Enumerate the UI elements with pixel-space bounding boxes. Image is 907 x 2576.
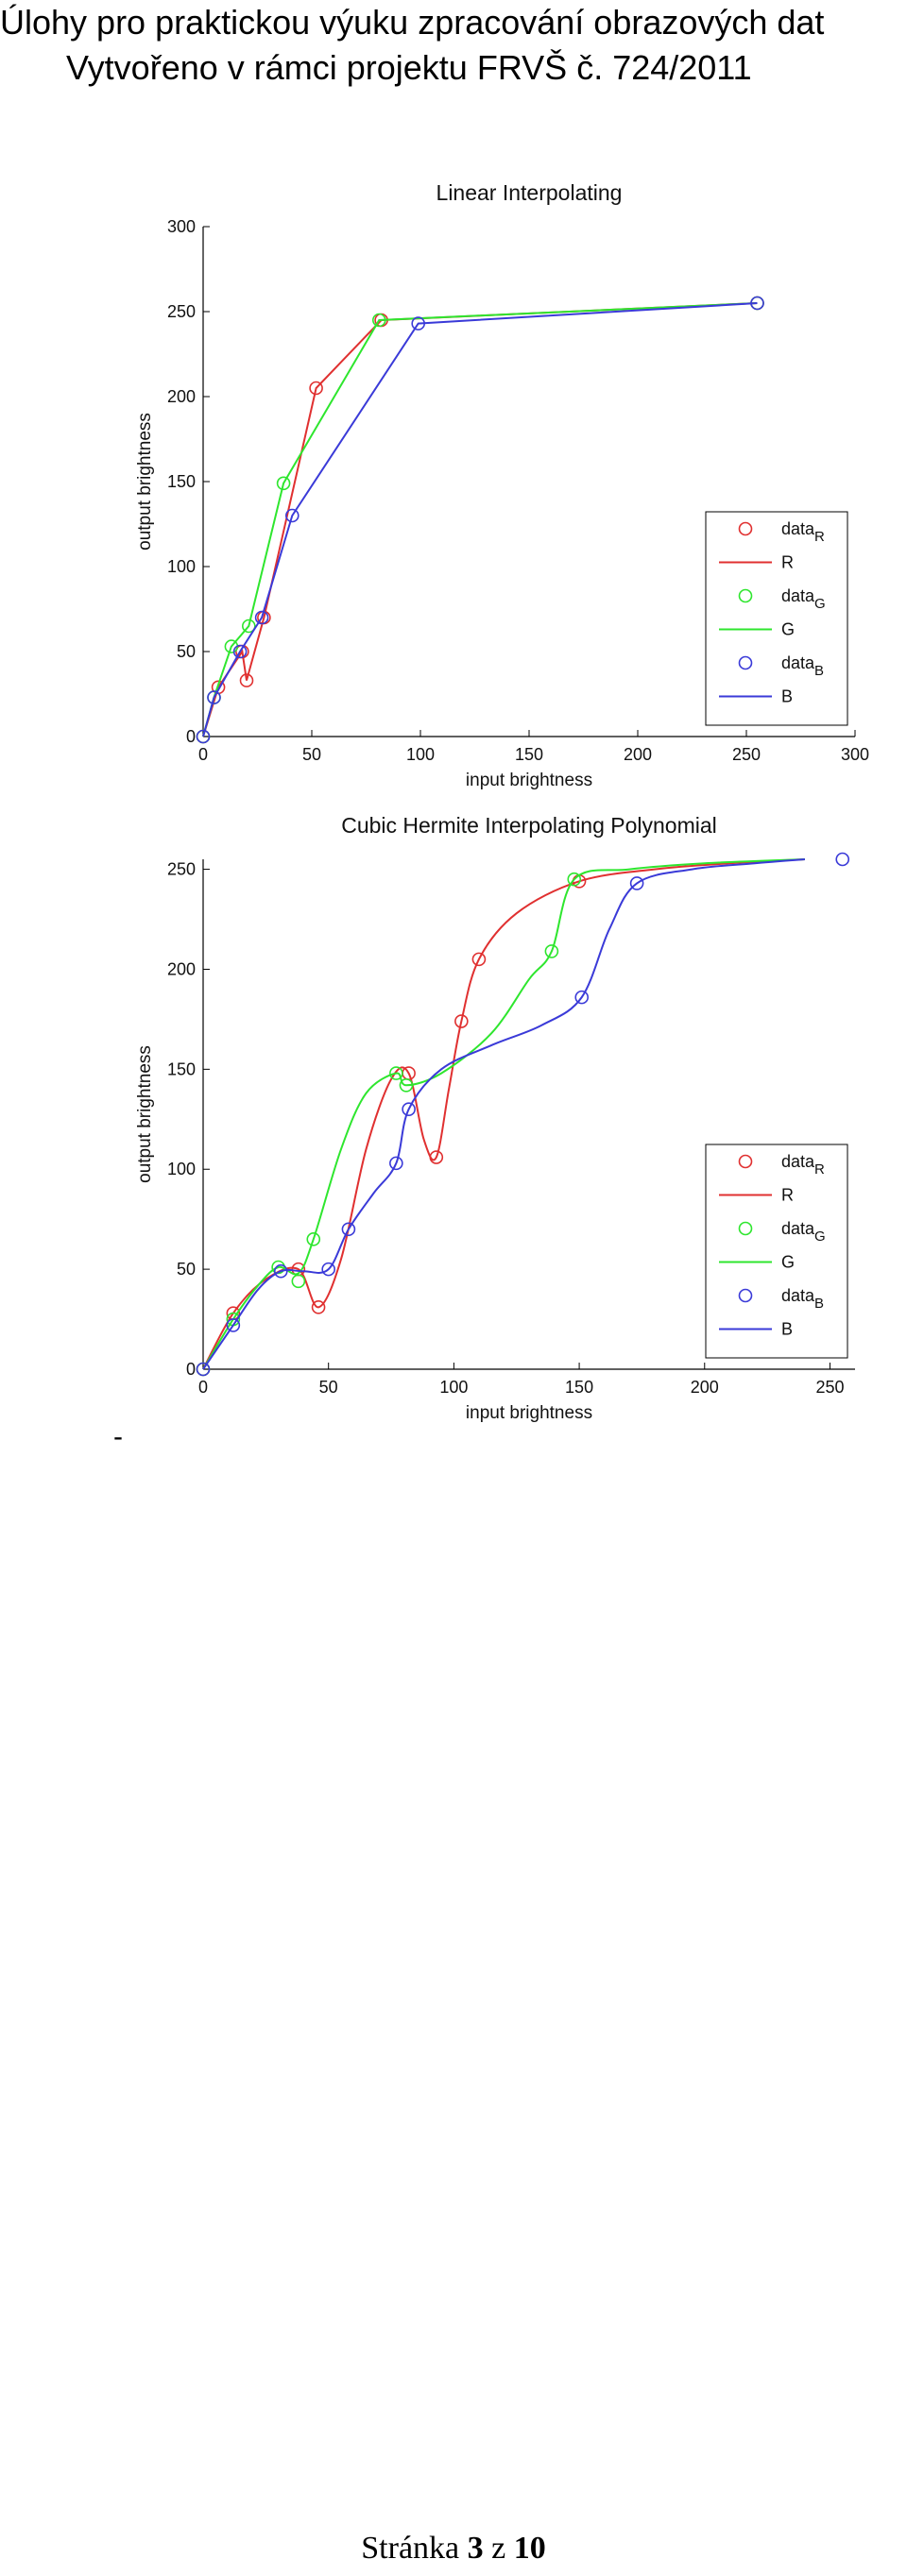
c2-x-tick-label: 250 (815, 1378, 844, 1397)
c2-data-point-G (544, 944, 559, 958)
c1-data-point-G (276, 476, 291, 491)
c2-data-point-B (273, 1263, 288, 1279)
c1-y-tick-label: 300 (167, 217, 196, 236)
c2-y-tick-label: 0 (186, 1360, 196, 1379)
c2-legend-marker (738, 1288, 753, 1303)
c1-data-point-R (239, 673, 254, 687)
c1-legend-label: B (781, 687, 793, 706)
project-subtitle: Vytvořeno v rámci projektu FRVŠ č. 724/2… (66, 48, 752, 87)
c1-data-point-B (207, 690, 221, 704)
c2-data-point-G (291, 1274, 306, 1289)
c2-data-point-R (454, 1014, 469, 1028)
c1-data-point-R (309, 381, 323, 396)
c2-data-point-R (471, 952, 487, 967)
c2-y-tick-label: 100 (167, 1160, 196, 1178)
c1-data-point-G (371, 313, 386, 328)
footer-prefix: Stránka (361, 2531, 468, 2566)
c1-x-tick-label: 250 (732, 745, 761, 764)
c1-data-point-B (196, 729, 211, 744)
c2-data-point-extra (835, 852, 850, 867)
c2-legend-label: B (781, 1320, 793, 1339)
linear-interpolation-chart: Linear Interpolating 0 50 100 150 200 250 300 0 5… (128, 179, 883, 803)
c2-x-tick-label: 150 (565, 1378, 593, 1397)
page-footer: Stránka 3 z 10 (0, 2531, 907, 2567)
c1-legend-label: G (781, 620, 795, 639)
footer-total-pages: 10 (513, 2531, 546, 2566)
c2-data-point-B (402, 1102, 416, 1117)
c2-x-tick-label: 100 (439, 1378, 468, 1397)
c2-data-point-B (196, 1362, 211, 1377)
c2-data-point-B (341, 1222, 356, 1237)
cubic-hermite-svg: Cubic Hermite Interpolating Polynomial 0 5… (135, 813, 855, 1423)
c2-data-point-B (574, 990, 590, 1005)
c1-y-tick-label: 100 (167, 557, 196, 576)
c1-data-point-G (242, 619, 256, 634)
c1-legend-marker (738, 588, 753, 603)
c2-data-point-B (389, 1156, 403, 1171)
c2-x-tick-label: 200 (691, 1378, 719, 1397)
c1-y-tick-label: 200 (167, 387, 196, 406)
c2-series-line-G (202, 858, 805, 1370)
c1-data-point-B (411, 316, 426, 330)
c2-data-point-G (399, 1077, 414, 1093)
c2-data-point-B (226, 1318, 241, 1332)
c2-y-axis-label: output brightness (135, 1045, 155, 1183)
c1-y-tick-label: 150 (167, 472, 196, 491)
c1-x-tick-label: 300 (841, 745, 869, 764)
footer-page-number: 3 (467, 2531, 484, 2566)
c2-x-tick-label: 0 (198, 1378, 208, 1397)
c1-data-point-B (285, 508, 299, 523)
c1-y-tick-label: 250 (167, 302, 196, 321)
c1-x-tick-label: 150 (515, 745, 543, 764)
c1-legend-marker (738, 521, 753, 536)
c1-x-tick-label: 200 (624, 745, 652, 764)
c1-y-tick-label: 50 (177, 642, 196, 661)
c2-data-point-R (311, 1300, 326, 1314)
c2-x-tick-label: 50 (319, 1378, 338, 1397)
c1-chart-title: Linear Interpolating (436, 180, 623, 205)
c2-data-point-R (429, 1150, 444, 1164)
c2-y-tick-label: 150 (167, 1059, 196, 1078)
c1-series-line-R (202, 302, 758, 737)
c1-x-axis-label: input brightness (466, 771, 592, 790)
c1-series-line-B (202, 302, 758, 737)
c1-data-point-B (232, 644, 248, 659)
cubic-hermite-chart: Cubic Hermite Interpolating Polynomial 0 5… (128, 812, 883, 1435)
c1-y-tick-label: 0 (186, 727, 196, 746)
c2-y-tick-label: 250 (167, 860, 196, 879)
c1-legend-marker (738, 655, 753, 670)
linear-interpolation-svg: Linear Interpolating 0 50 100 150 200 250 300 0 5… (135, 180, 869, 790)
c1-data-point-B (750, 296, 764, 311)
c2-chart-title: Cubic Hermite Interpolating Polynomial (341, 813, 717, 838)
document-title: Úlohy pro praktickou výuku zpracování ob… (0, 3, 825, 42)
c1-legend-box (705, 511, 848, 726)
c2-y-tick-label: 200 (167, 959, 196, 978)
c1-x-tick-label: 0 (198, 745, 208, 764)
c2-data-point-G (306, 1232, 321, 1246)
c2-legend-label: G (781, 1253, 795, 1272)
c2-data-point-G (567, 872, 582, 887)
c2-legend-label: R (781, 1186, 794, 1205)
c2-data-point-B (629, 876, 644, 890)
c1-legend-label: R (781, 553, 794, 572)
c1-x-tick-label: 50 (302, 745, 321, 764)
c2-legend-marker (738, 1154, 753, 1169)
footer-middle: z (483, 2531, 514, 2566)
c2-legend-box (705, 1144, 848, 1359)
c2-data-point-G (389, 1066, 403, 1080)
c2-legend-marker (738, 1221, 753, 1236)
c1-x-tick-label: 100 (406, 745, 435, 764)
c1-data-point-B (254, 610, 269, 625)
c2-y-tick-label: 50 (177, 1260, 196, 1279)
list-bullet: - (113, 1421, 123, 1452)
c1-y-axis-label: output brightness (135, 413, 155, 551)
c2-series-line-B (202, 858, 806, 1370)
c2-data-point-B (321, 1262, 335, 1277)
c2-x-axis-label: input brightness (466, 1403, 592, 1423)
